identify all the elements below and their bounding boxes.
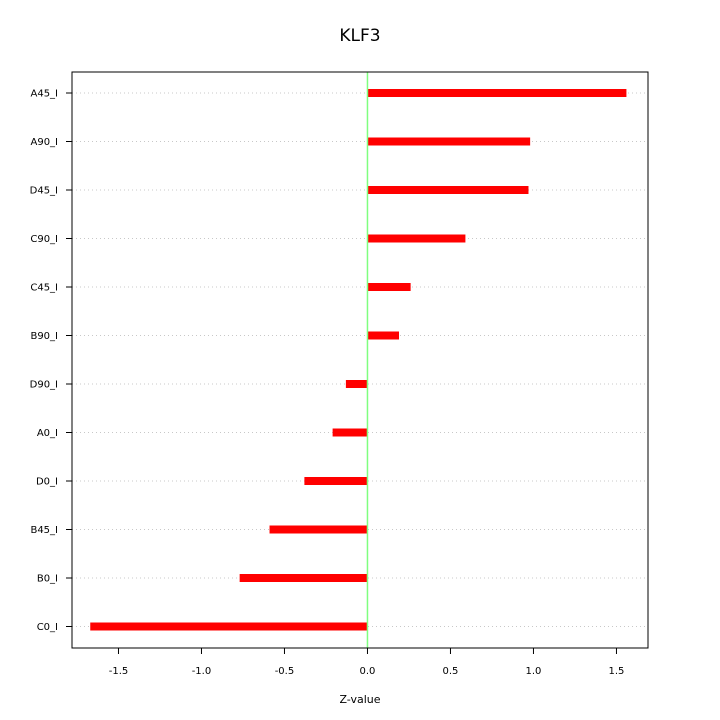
y-tick-label: A90_I xyxy=(30,137,58,148)
y-tick-label: D90_I xyxy=(30,380,58,391)
y-tick-label: C0_I xyxy=(37,622,58,633)
plot-frame xyxy=(71,71,649,649)
grid xyxy=(72,92,648,627)
y-tick-label: B0_I xyxy=(37,574,58,585)
x-tick-label: -1.5 xyxy=(109,666,129,677)
y-tick-label: D45_I xyxy=(30,186,58,197)
bar xyxy=(304,477,368,485)
bar xyxy=(367,331,400,340)
y-tick-label: B45_I xyxy=(30,525,58,536)
y-axis: A45_I A90_I D45_I C90_I C45_I B90_I D90_I A0_I D… xyxy=(30,89,72,633)
bar xyxy=(345,380,368,388)
y-tick-label: C90_I xyxy=(30,234,58,245)
bar xyxy=(367,234,466,243)
x-axis-title: Z-value xyxy=(339,693,380,706)
bar xyxy=(269,525,368,534)
x-tick-label: 1.0 xyxy=(526,666,542,677)
x-tick-label: -1.0 xyxy=(192,666,212,677)
bar xyxy=(90,622,368,631)
bar xyxy=(367,283,411,291)
bar xyxy=(367,89,627,97)
x-tick-label: 0.0 xyxy=(360,666,376,677)
bar xyxy=(367,186,529,194)
x-tick-label: 0.5 xyxy=(443,666,459,677)
x-tick-label: -0.5 xyxy=(275,666,295,677)
y-tick-label: B90_I xyxy=(30,331,58,342)
bar xyxy=(332,428,368,437)
chart-title: KLF3 xyxy=(339,26,380,46)
y-tick-label: A0_I xyxy=(37,428,58,439)
y-tick-label: D0_I xyxy=(36,477,58,488)
bars xyxy=(90,89,627,631)
y-tick-label: A45_I xyxy=(30,89,58,100)
x-tick-label: 1.5 xyxy=(609,666,625,677)
bar xyxy=(367,137,531,146)
x-axis: -1.5 -1.0 -0.5 0.0 0.5 1.0 1.5 xyxy=(109,648,625,677)
y-tick-label: C45_I xyxy=(30,283,58,294)
bar xyxy=(239,574,368,582)
